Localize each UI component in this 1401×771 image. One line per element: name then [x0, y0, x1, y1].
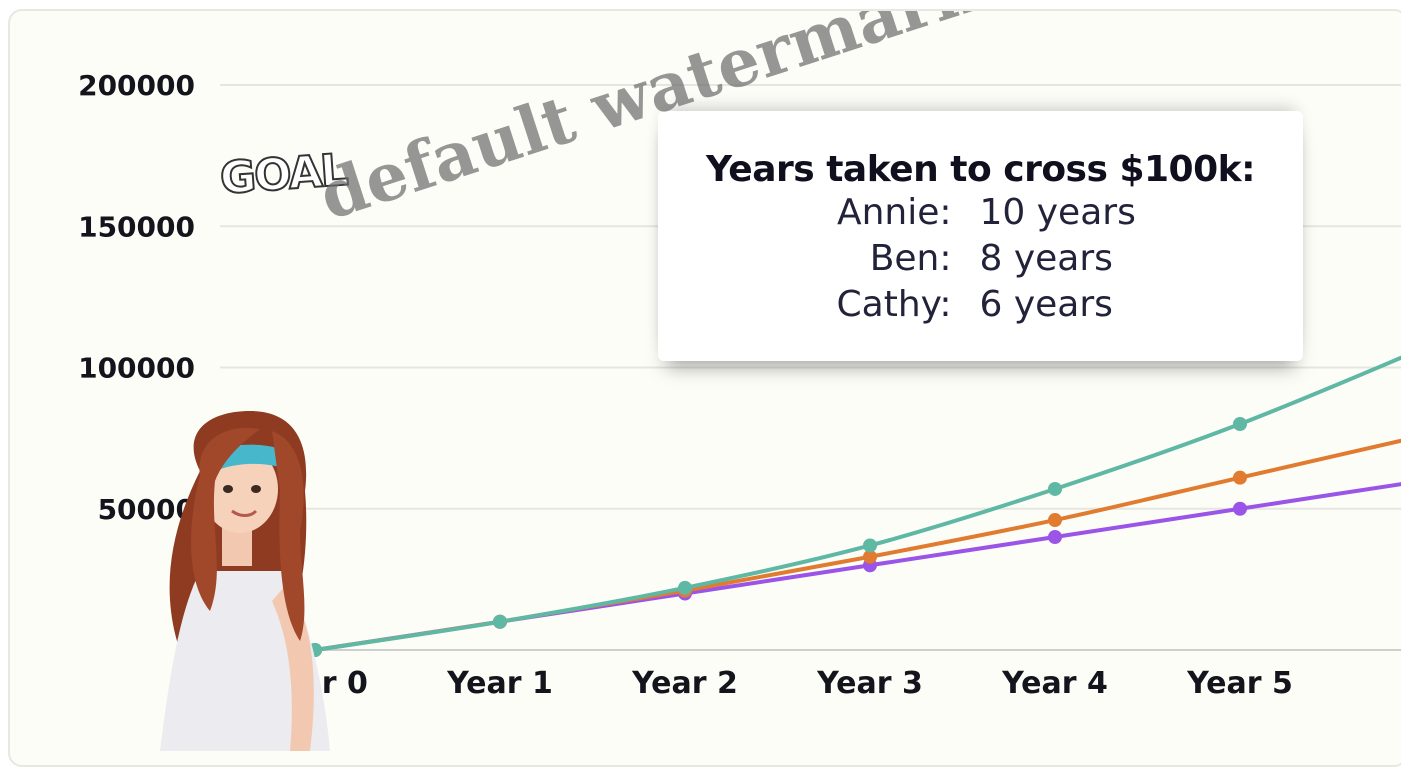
x-tick-label: Year 1: [446, 666, 553, 701]
info-row-value: 6 years: [979, 284, 1113, 325]
data-point: [863, 538, 877, 553]
data-point: [493, 614, 507, 629]
x-tick-label: Year 4: [1001, 666, 1108, 701]
info-row-name: Annie:: [836, 192, 952, 233]
data-point: [1233, 470, 1247, 485]
data-point: [1048, 513, 1062, 528]
info-row-annie: Annie: 10 years: [658, 190, 1303, 236]
years-to-100k-box: Years taken to cross $100k: Annie: 10 yea…: [658, 111, 1303, 361]
series-line: [313, 438, 1401, 652]
data-point: [863, 549, 877, 564]
data-point: [678, 580, 692, 595]
info-row-value: 10 years: [979, 192, 1136, 233]
info-row-ben: Ben: 8 years: [658, 236, 1303, 282]
info-box-title: Years taken to cross $100k:: [706, 149, 1255, 190]
x-tick-label: Year 3: [816, 666, 923, 701]
x-tick-label: Year 2: [631, 666, 738, 701]
data-point: [1233, 501, 1247, 516]
y-tick-label: 150000: [78, 210, 195, 243]
info-row-cathy: Cathy: 6 years: [658, 282, 1303, 328]
woman-character-illustration: [160, 411, 330, 751]
x-tick-label: Year 5: [1186, 666, 1293, 701]
info-row-name: Ben:: [869, 238, 952, 279]
y-tick-label: 200000: [78, 69, 195, 102]
y-tick-label: 100000: [78, 352, 195, 385]
info-row-name: Cathy:: [836, 284, 952, 325]
data-point: [1048, 530, 1062, 544]
y-tick-label: 50000: [98, 493, 195, 526]
info-row-value: 8 years: [979, 238, 1113, 279]
data-point: [1233, 417, 1247, 431]
data-point: [1048, 481, 1062, 496]
series-line: [313, 355, 1401, 652]
